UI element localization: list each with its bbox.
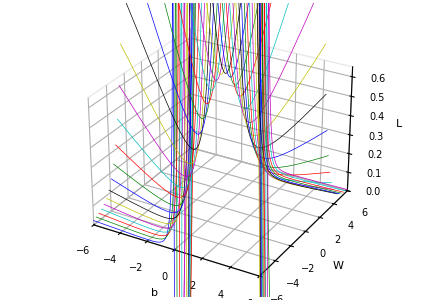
X-axis label: b: b <box>151 288 158 298</box>
Y-axis label: W: W <box>333 261 344 271</box>
